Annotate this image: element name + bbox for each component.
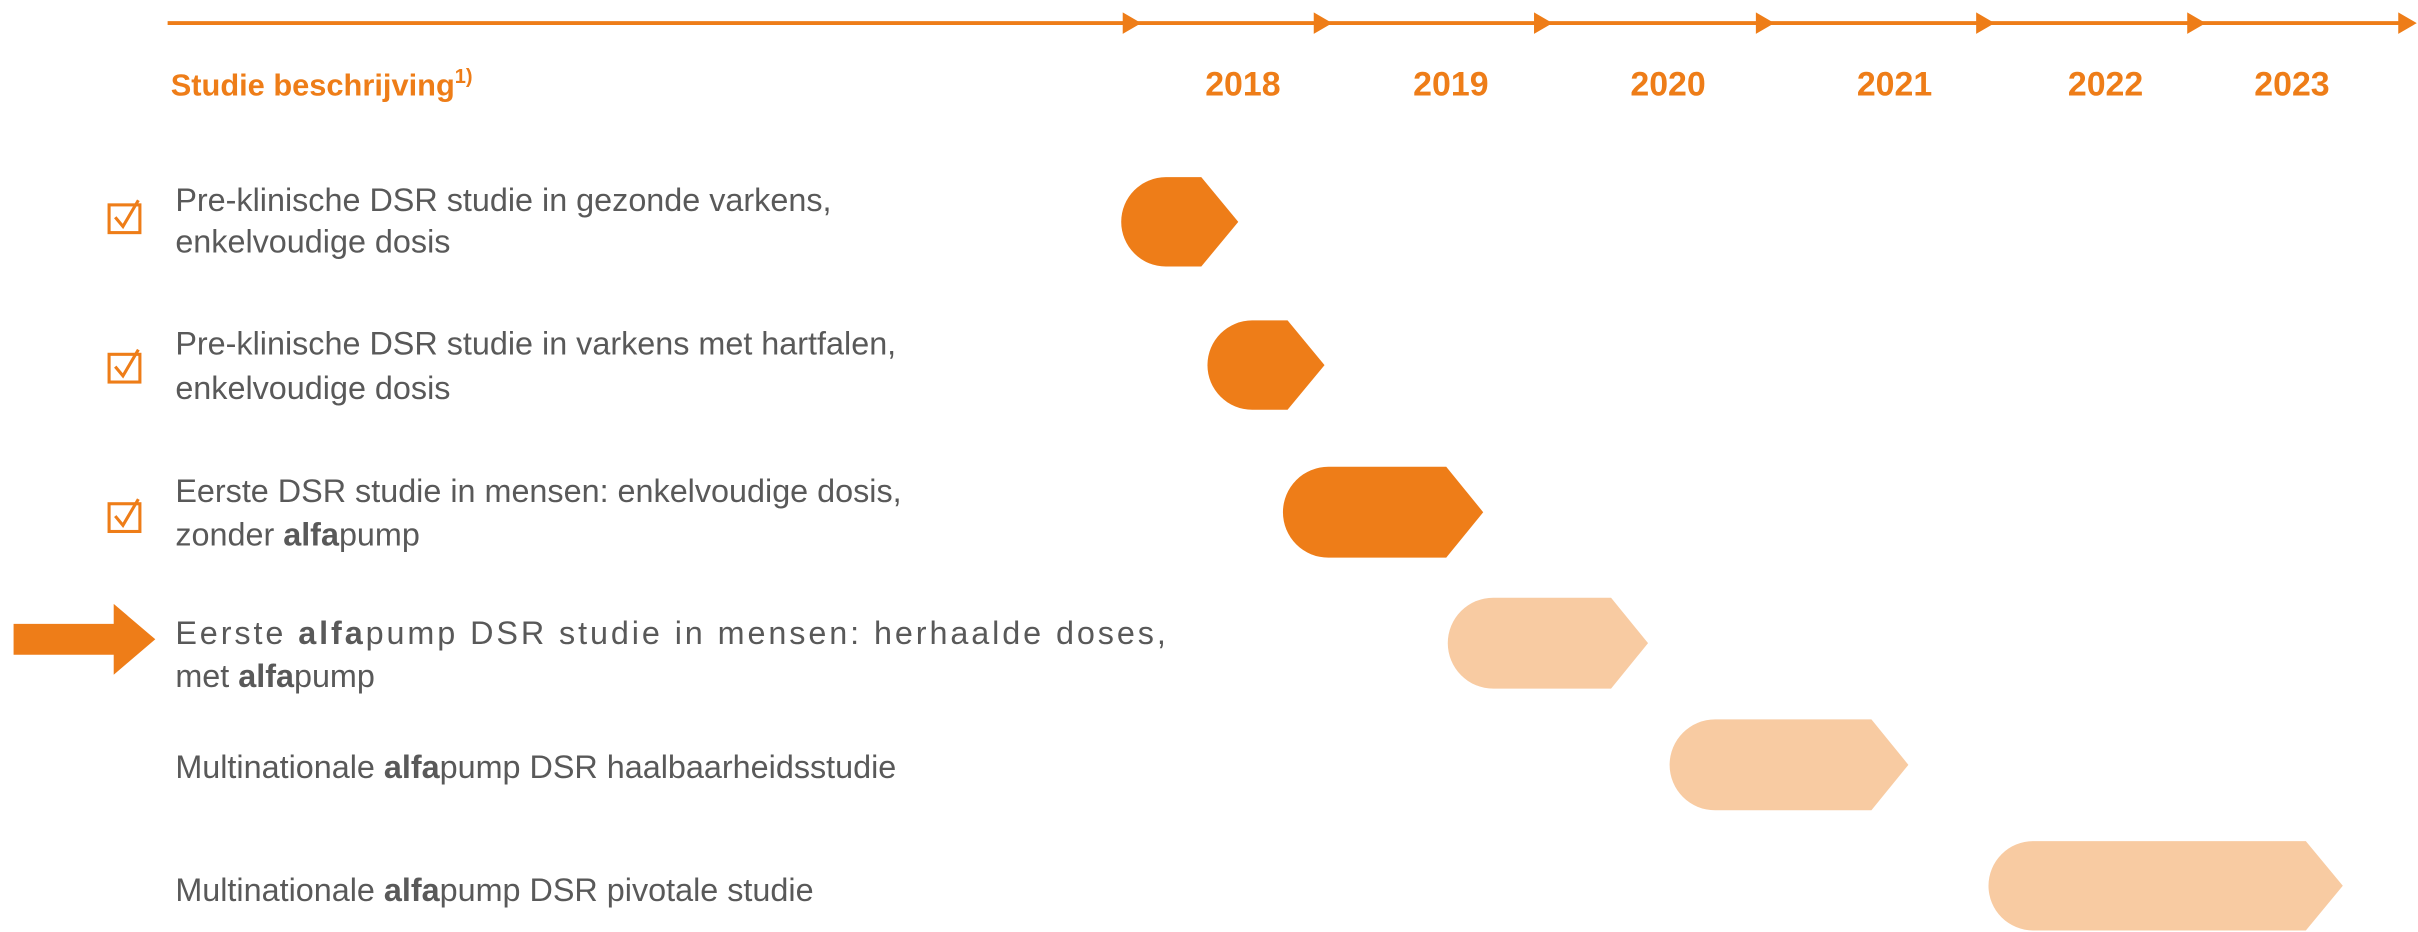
study-description: enkelvoudige dosis — [175, 224, 450, 260]
header-title: Studie beschrijving1) — [171, 66, 473, 102]
year-label: 2021 — [1857, 66, 1932, 104]
text-part: alfa — [384, 749, 441, 785]
year-label: 2018 — [1205, 66, 1280, 104]
text-part: pump DSR studie in mensen: herhaalde dos… — [366, 615, 1166, 651]
timeline-arrowhead — [1755, 12, 1775, 34]
text-part: pump DSR pivotale studie — [440, 872, 814, 908]
text-part: Eerste — [175, 615, 295, 651]
text-part: pump DSR haalbaarheidsstudie — [440, 749, 897, 785]
study-description: zonder alfapump — [175, 516, 420, 552]
checkbox — [107, 498, 142, 534]
text-part: enkelvoudige dosis — [175, 370, 450, 406]
text-part: Pre-klinische DSR studie in gezonde vark… — [175, 182, 831, 218]
text-part: pump — [294, 658, 375, 694]
text-part: Multinationale — [175, 749, 384, 785]
study-description: Pre-klinische DSR studie in gezonde vark… — [175, 182, 831, 218]
text-part: met — [175, 658, 238, 694]
study-period-bar — [1988, 841, 2343, 931]
study-period-bar — [1447, 597, 1649, 689]
timeline-arrowhead — [1976, 12, 1995, 34]
text-part: alfa — [283, 516, 340, 552]
footnote-mark: 1) — [455, 66, 473, 88]
text-part: Multinationale — [175, 872, 384, 908]
text-part: pump — [339, 516, 420, 552]
text-part: alfa — [384, 872, 441, 908]
timeline-arrowhead — [1122, 12, 1142, 34]
checkbox — [107, 348, 142, 384]
year-label: 2020 — [1630, 66, 1705, 104]
year-label: 2022 — [2068, 66, 2143, 104]
text-part: Eerste DSR studie in mensen: enkelvoudig… — [175, 473, 901, 509]
year-label: 2019 — [1413, 66, 1488, 104]
text-part: Pre-klinische DSR studie in varkens met … — [175, 325, 896, 361]
study-period-bar — [1121, 177, 1239, 267]
study-description: Pre-klinische DSR studie in varkens met … — [175, 325, 896, 361]
study-description: enkelvoudige dosis — [175, 370, 450, 406]
study-description: met alfapump — [175, 658, 375, 694]
timeline-arrowhead — [1313, 12, 1333, 34]
study-period-bar — [1282, 466, 1484, 558]
study-description: Eerste alfa pump DSR studie in mensen: he… — [175, 615, 1166, 651]
text-part: alfa — [238, 658, 295, 694]
study-period-bar — [1669, 719, 1909, 811]
year-label: 2023 — [2254, 66, 2329, 104]
current-arrow — [13, 603, 156, 675]
text-part: enkelvoudige dosis — [175, 224, 450, 260]
title-text: Studie beschrijving — [171, 68, 455, 103]
checkbox — [107, 199, 142, 235]
text-part: zonder — [175, 516, 283, 552]
timeline-arrowhead — [2398, 12, 2417, 34]
timeline-arrowhead — [1534, 12, 1553, 34]
study-description: Multinationale alfapump DSR pivotale stu… — [175, 872, 813, 908]
study-description: Multinationale alfapump DSR haalbaarheid… — [175, 749, 896, 785]
study-description: Eerste DSR studie in mensen: enkelvoudig… — [175, 473, 901, 509]
study-period-bar — [1207, 320, 1325, 410]
text-part: alfa — [298, 615, 363, 651]
timeline-arrowhead — [2187, 12, 2206, 34]
